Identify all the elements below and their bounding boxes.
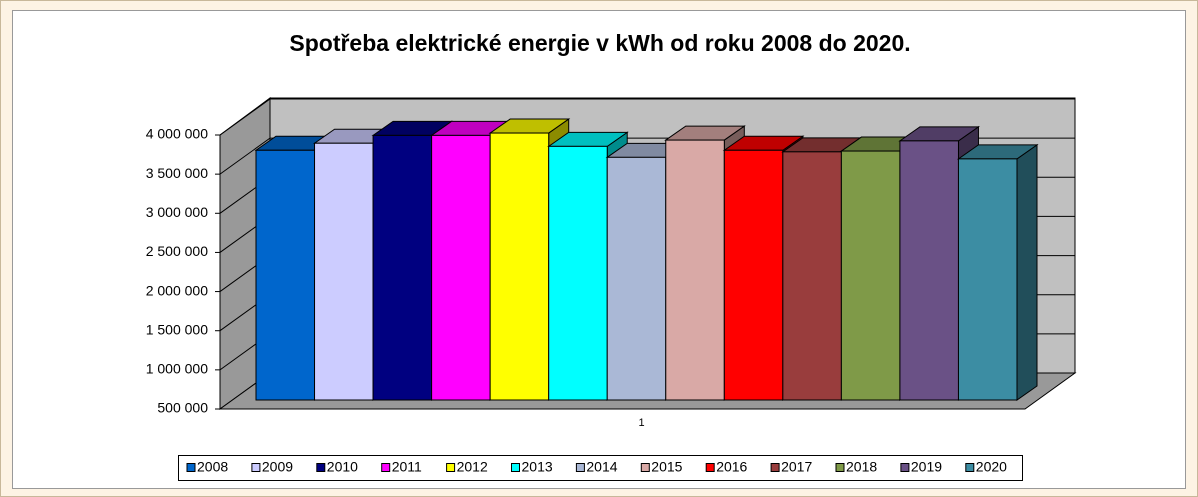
y-tick-label: 1 500 000 — [146, 321, 208, 337]
x-tick-label: 1 — [638, 417, 644, 429]
bar — [899, 140, 959, 401]
bar-side — [1016, 143, 1038, 401]
y-tick-label: 3 500 000 — [146, 165, 208, 181]
legend-swatch — [770, 463, 780, 472]
bar — [431, 134, 491, 401]
bar — [723, 149, 784, 401]
chart-title: Spotřeba elektrické energie v kWh od rok… — [289, 30, 910, 56]
y-tick-label: 3 000 000 — [146, 204, 208, 220]
legend-swatch — [900, 463, 910, 472]
legend-label: 2019 — [911, 459, 942, 475]
legend-swatch — [965, 463, 975, 472]
legend-label: 2012 — [457, 459, 488, 475]
legend-label: 2013 — [522, 459, 553, 475]
legend-label: 2015 — [651, 459, 682, 475]
legend-label: 2017 — [781, 459, 812, 475]
bar — [782, 151, 842, 401]
bar — [840, 150, 901, 401]
legend-label: 2008 — [197, 459, 228, 475]
y-tick-label: 4 000 000 — [146, 126, 208, 142]
legend-label: 2010 — [327, 459, 358, 475]
bar — [606, 156, 667, 401]
legend-swatch — [381, 463, 391, 472]
legend-label: 2016 — [716, 459, 747, 475]
bar — [314, 142, 374, 401]
y-tick-label: 2 500 000 — [146, 243, 208, 259]
y-tick-label: 1 000 000 — [146, 361, 208, 377]
y-tick-label: 500 000 — [157, 400, 208, 416]
grid-line — [219, 98, 1075, 136]
legend-swatch — [251, 463, 261, 472]
bar — [548, 145, 608, 401]
legend-label: 2011 — [392, 459, 422, 475]
legend-swatch — [186, 463, 196, 472]
y-tick-label: 2 000 000 — [146, 282, 208, 298]
legend-label: 2020 — [976, 459, 1007, 475]
bar — [255, 149, 316, 401]
legend-swatch — [640, 463, 650, 472]
bar — [665, 139, 725, 401]
legend-swatch — [835, 463, 845, 472]
legend-swatch — [446, 463, 456, 472]
legend-swatch — [705, 463, 715, 472]
bar — [957, 158, 1018, 401]
bar — [372, 134, 433, 401]
legend-swatch — [511, 463, 520, 472]
legend-swatch — [316, 463, 326, 472]
legend-label: 2014 — [586, 459, 617, 475]
legend-swatch — [575, 463, 585, 472]
legend-label: 2009 — [262, 459, 293, 475]
legend-label: 2018 — [846, 459, 877, 475]
bar — [489, 132, 550, 401]
